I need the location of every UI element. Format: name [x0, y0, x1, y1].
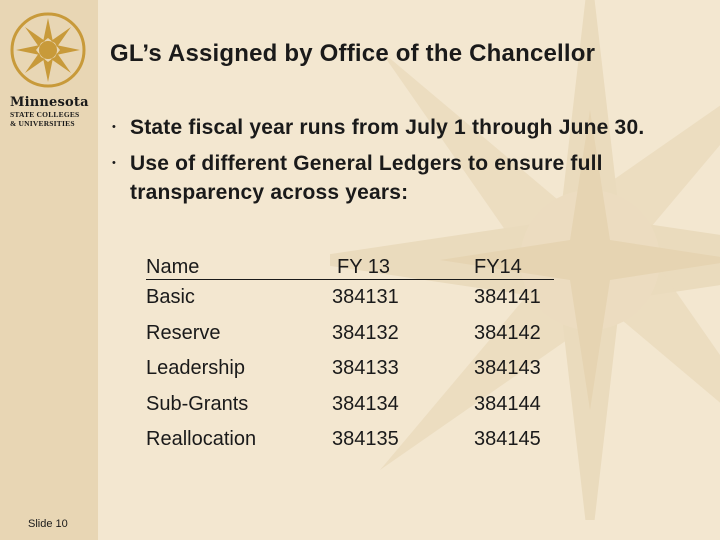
logo-line2: STATE COLLEGES — [10, 110, 80, 119]
row-name: Reallocation — [146, 428, 257, 451]
row-fy13: 384134 — [332, 392, 399, 415]
logo-wordmark: Minnesota STATE COLLEGES & UNIVERSITIES — [10, 95, 96, 129]
table-row: Reallocation 384135 384145 — [146, 422, 554, 458]
logo-line3: & UNIVERSITIES — [10, 119, 75, 128]
row-fy13: 384132 — [332, 321, 399, 344]
row-fy13: 384135 — [332, 428, 399, 451]
slide-number: Slide 10 — [28, 518, 68, 530]
row-fy14: 384141 — [474, 286, 541, 309]
table-header-row: Name FY 13 FY14 — [146, 255, 554, 280]
row-fy14: 384142 — [474, 321, 541, 344]
row-name: Leadership — [146, 357, 245, 380]
row-name: Basic — [146, 286, 195, 309]
star-logo-icon — [10, 12, 86, 88]
table-row: Sub-Grants 384134 384144 — [146, 387, 554, 423]
bullet-item: • Use of different General Ledgers to ens… — [112, 149, 712, 207]
row-name: Reserve — [146, 321, 221, 344]
bullet-item: • State fiscal year runs from July 1 thro… — [112, 113, 712, 142]
header-fy14: FY14 — [474, 255, 554, 280]
bullet-icon: • — [112, 121, 117, 133]
row-fy14: 384145 — [474, 428, 541, 451]
table-row: Reserve 384132 384142 — [146, 316, 554, 352]
row-fy13: 384131 — [332, 286, 399, 309]
gl-table: Name FY 13 FY14 Basic 384131 384141 Rese… — [146, 255, 554, 458]
header-fy13: FY 13 — [332, 255, 474, 280]
table-row: Leadership 384133 384143 — [146, 351, 554, 387]
table-row: Basic 384131 384141 — [146, 280, 554, 316]
bullet-list: • State fiscal year runs from July 1 thro… — [112, 113, 712, 214]
slide-title: GL’s Assigned by Office of the Chancello… — [110, 40, 596, 67]
logo-name: Minnesota — [10, 95, 89, 110]
header-name: Name — [146, 255, 332, 280]
left-sidebar — [0, 0, 98, 540]
row-fy13: 384133 — [332, 357, 399, 380]
bullet-text: State fiscal year runs from July 1 throu… — [130, 116, 645, 139]
bullet-icon: • — [112, 157, 117, 169]
row-name: Sub-Grants — [146, 392, 249, 415]
row-fy14: 384144 — [474, 392, 541, 415]
bullet-text: Use of different General Ledgers to ensu… — [130, 152, 603, 204]
row-fy14: 384143 — [474, 357, 541, 380]
